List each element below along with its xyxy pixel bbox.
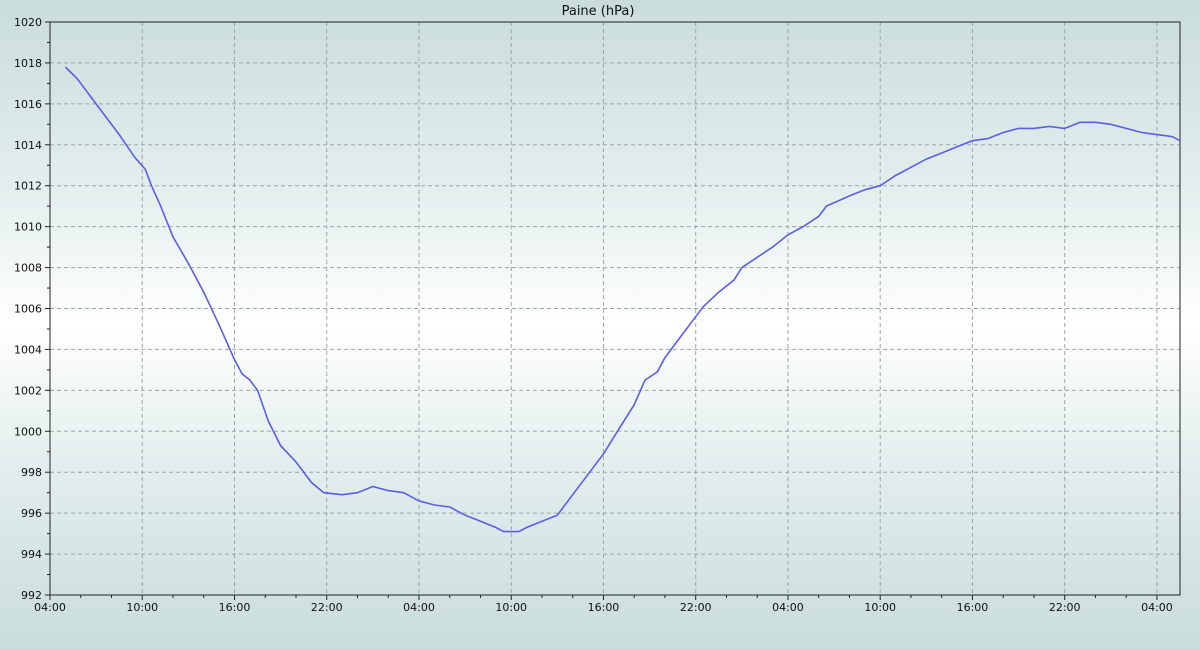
- x-tick-label: 04:00: [1141, 601, 1173, 614]
- x-tick-label: 04:00: [772, 601, 804, 614]
- pressure-series-line: [64, 66, 1181, 533]
- y-tick-label: 1002: [14, 384, 42, 397]
- y-tick-label: 1016: [14, 98, 42, 111]
- y-tick-label: 1004: [14, 343, 42, 356]
- chart-title: Paine (hPa): [562, 4, 635, 19]
- y-tick-label: 1020: [14, 16, 42, 29]
- x-tick-label: 04:00: [34, 601, 66, 614]
- y-tick-label: 994: [21, 548, 42, 561]
- series-layer: [64, 66, 1181, 533]
- y-axis-ticks: 992 994 996 998 1000 1002 1004 1006 1008 1010 1012…: [14, 16, 50, 602]
- x-tick-label: 10:00: [126, 601, 158, 614]
- y-tick-label: 996: [21, 507, 42, 520]
- y-tick-label: 992: [21, 589, 42, 602]
- y-tick-label: 998: [21, 466, 42, 479]
- grid-lines: [50, 22, 1180, 595]
- x-tick-label: 16:00: [219, 601, 251, 614]
- y-tick-label: 1008: [14, 262, 42, 275]
- x-tick-label: 22:00: [680, 601, 712, 614]
- x-tick-label: 10:00: [495, 601, 527, 614]
- x-tick-label: 16:00: [588, 601, 620, 614]
- y-tick-label: 1014: [14, 139, 42, 152]
- x-axis-ticks: 04:00 10:00 16:00 22:00 04:00 10:00 16:00 22:00…: [34, 595, 1173, 614]
- x-tick-label: 22:00: [311, 601, 343, 614]
- y-tick-label: 1006: [14, 303, 42, 316]
- x-tick-label: 10:00: [864, 601, 896, 614]
- x-tick-label: 16:00: [957, 601, 989, 614]
- y-tick-label: 1000: [14, 425, 42, 438]
- x-tick-label: 04:00: [403, 601, 435, 614]
- y-tick-label: 1010: [14, 221, 42, 234]
- y-tick-label: 1018: [14, 57, 42, 70]
- x-tick-label: 22:00: [1049, 601, 1081, 614]
- y-tick-label: 1012: [14, 180, 42, 193]
